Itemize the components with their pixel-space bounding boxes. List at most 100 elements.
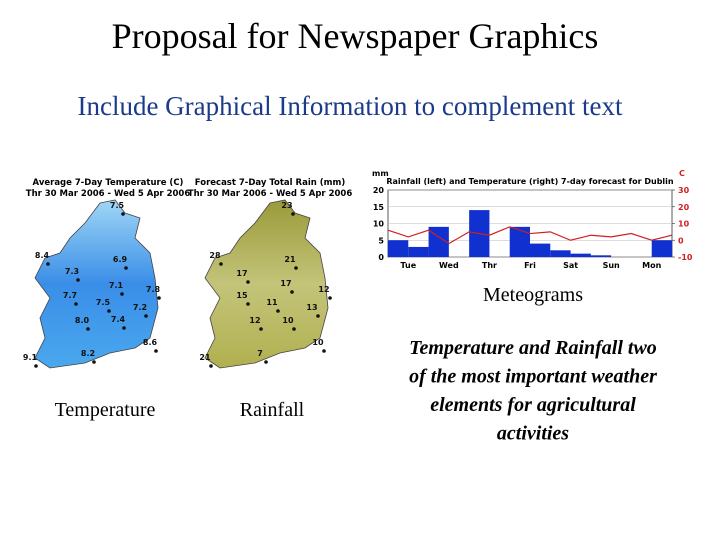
note-line: activities (497, 423, 569, 445)
rain-bar (530, 243, 551, 257)
y-tick-label: 5 (378, 236, 384, 245)
station-label: 7.5 (96, 298, 111, 307)
station-dot (120, 292, 124, 296)
station-dot (122, 326, 126, 330)
rain-bar (590, 255, 612, 257)
station-label: 6.9 (113, 255, 128, 264)
note-line: of the most important weather (409, 366, 657, 388)
station-dot (121, 212, 125, 216)
station-dot (76, 278, 80, 282)
rain-bar (550, 250, 571, 257)
station-label: 8.4 (35, 251, 50, 260)
station-label: 7.1 (109, 281, 124, 290)
station-label: 10 (282, 316, 294, 325)
station-dot (157, 296, 161, 300)
station-dot (291, 212, 295, 216)
station-label: 7.8 (146, 285, 161, 294)
station-label: 12 (318, 285, 329, 294)
station-dot (259, 327, 263, 331)
station-dot (316, 314, 320, 318)
station-label: 17 (280, 279, 291, 288)
station-label: 10 (312, 338, 324, 347)
station-label: 11 (266, 298, 278, 307)
station-dot (209, 364, 213, 368)
station-label: 7 (257, 349, 263, 358)
station-dot (86, 327, 90, 331)
station-dot (144, 314, 148, 318)
station-dot (328, 296, 332, 300)
station-dot (290, 290, 294, 294)
station-label: 8.6 (143, 338, 158, 347)
y-unit: mm (372, 169, 389, 178)
station-dot (46, 262, 50, 266)
station-label: 17 (236, 269, 247, 278)
station-label: 7.2 (133, 303, 147, 312)
map-dates: Thr 30 Mar 2006 - Wed 5 Apr 2006 (188, 189, 353, 199)
y-tick-label: 15 (373, 203, 385, 212)
day-label: Mon (642, 261, 661, 270)
meteogram-title: Rainfall (left) and Temperature (right) … (386, 177, 674, 186)
note-line: Temperature and Rainfall two (409, 337, 657, 359)
y-tick-label: 20 (373, 186, 385, 195)
map-shape (204, 199, 329, 369)
map-title: Forecast 7-Day Total Rain (mm) (195, 178, 346, 188)
station-label: 21 (284, 255, 296, 264)
station-dot (107, 309, 111, 313)
station-label: 7.4 (111, 315, 126, 324)
station-dot (124, 266, 128, 270)
y2-unit: C (679, 169, 685, 178)
station-label: 28 (209, 251, 221, 260)
rain-bar (651, 240, 672, 257)
station-dot (219, 262, 223, 266)
maps: Average 7-Day Temperature (C)Thr 30 Mar … (23, 178, 352, 421)
station-label: 13 (306, 303, 317, 312)
station-dot (74, 302, 78, 306)
y2-tick-label: -10 (678, 253, 693, 262)
station-dot (92, 360, 96, 364)
station-label: 9.1 (23, 353, 38, 362)
y2-tick-label: 0 (678, 236, 684, 245)
note: Temperature and Rainfall two of the most … (409, 337, 657, 445)
map-shape (34, 199, 159, 369)
rain-bar (388, 240, 409, 257)
station-dot (294, 266, 298, 270)
day-label: Sat (563, 261, 578, 270)
day-label: Fri (524, 261, 536, 270)
map-caption: Rainfall (240, 399, 305, 421)
temperature-line (387, 226, 673, 245)
map-dates: Thr 30 Mar 2006 - Wed 5 Apr 2006 (26, 189, 191, 199)
day-label: Tue (400, 261, 416, 270)
slide-subtitle: Include Graphical Information to complem… (77, 91, 623, 121)
station-label: 7.3 (65, 267, 79, 276)
station-dot (292, 327, 296, 331)
y-tick-label: 10 (373, 220, 385, 229)
station-label: 23 (281, 201, 292, 210)
y2-tick-label: 30 (678, 186, 690, 195)
station-dot (246, 280, 250, 284)
meteogram: Rainfall (left) and Temperature (right) … (372, 169, 693, 306)
rain-bar (428, 226, 449, 257)
station-label: 7.5 (110, 201, 125, 210)
station-label: 21 (199, 353, 211, 362)
station-dot (276, 309, 280, 313)
y2-tick-label: 20 (678, 203, 690, 212)
day-label: Thr (482, 261, 497, 270)
station-dot (264, 360, 268, 364)
day-label: Wed (439, 261, 459, 270)
rain-bar (570, 253, 591, 257)
station-dot (322, 349, 326, 353)
map-caption: Temperature (55, 399, 156, 421)
station-dot (154, 349, 158, 353)
slide-title: Proposal for Newspaper Graphics (112, 16, 599, 56)
y-tick-label: 0 (378, 253, 384, 262)
rain-bar (509, 226, 530, 257)
y2-tick-label: 10 (678, 220, 690, 229)
station-label: 15 (236, 291, 248, 300)
station-label: 8.0 (75, 316, 90, 325)
meteogram-caption: Meteograms (483, 284, 583, 306)
station-label: 8.2 (81, 349, 95, 358)
map-title: Average 7-Day Temperature (C) (33, 178, 184, 188)
station-dot (246, 302, 250, 306)
